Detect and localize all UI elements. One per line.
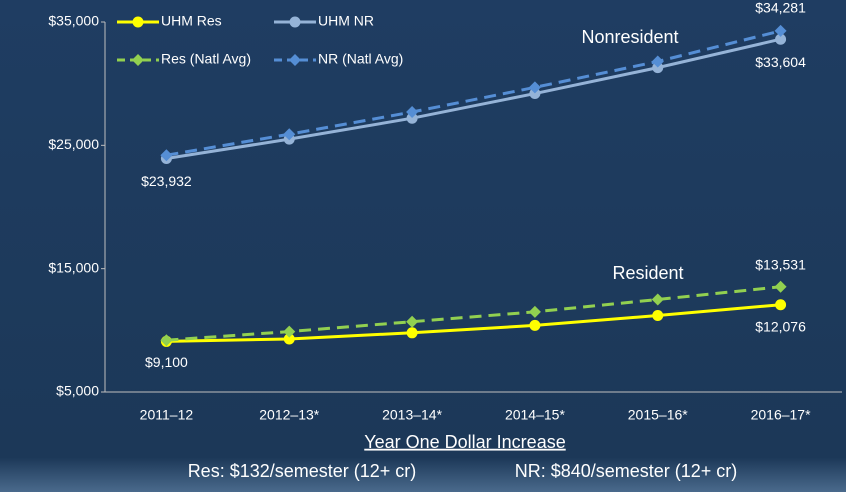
y-tick-label: $15,000 bbox=[48, 259, 99, 275]
data-point bbox=[406, 106, 419, 119]
legend-label: UHM NR bbox=[318, 13, 374, 29]
line bbox=[166, 285, 781, 342]
note: NR: $840/semester (12+ cr) bbox=[515, 461, 738, 481]
note: Res: $132/semester (12+ cr) bbox=[188, 461, 417, 481]
data-label: $12,076 bbox=[755, 318, 806, 334]
data-point bbox=[774, 24, 787, 37]
data-point bbox=[528, 305, 541, 318]
legend-label: NR (Natl Avg) bbox=[318, 51, 403, 67]
data-point bbox=[406, 327, 418, 339]
x-tick-label: 2015–16* bbox=[628, 407, 689, 423]
legend-marker bbox=[132, 54, 144, 66]
data-point bbox=[651, 55, 664, 68]
x-tick-label: 2013–14* bbox=[382, 407, 443, 423]
legend-marker bbox=[132, 16, 144, 28]
data-point bbox=[775, 299, 787, 311]
data-label: $33,604 bbox=[755, 54, 806, 70]
x-tick-label: 2014–15* bbox=[505, 407, 566, 423]
data-point bbox=[160, 149, 173, 162]
data-label: $13,531 bbox=[755, 256, 806, 272]
annotation: Nonresident bbox=[581, 27, 678, 47]
legend-marker bbox=[289, 54, 301, 66]
data-point bbox=[283, 128, 296, 141]
x-tick-label: 2016–17* bbox=[751, 407, 812, 423]
data-point bbox=[529, 88, 541, 100]
data-label: $23,932 bbox=[141, 173, 192, 189]
x-tick-label: 2011–12 bbox=[140, 407, 194, 423]
data-point bbox=[652, 310, 664, 322]
legend-label: Res (Natl Avg) bbox=[161, 51, 251, 67]
data-point bbox=[406, 112, 418, 124]
data-point bbox=[651, 293, 664, 306]
legend-marker bbox=[289, 16, 301, 28]
data-point bbox=[652, 62, 664, 74]
data-point bbox=[529, 319, 541, 331]
y-tick-label: $25,000 bbox=[48, 136, 99, 152]
y-tick-label: $35,000 bbox=[48, 13, 99, 29]
data-point bbox=[406, 315, 419, 328]
data-point bbox=[283, 333, 295, 345]
legend-label: UHM Res bbox=[161, 13, 222, 29]
y-tick-label: $5,000 bbox=[56, 383, 99, 399]
data-point bbox=[528, 81, 541, 94]
data-point bbox=[774, 280, 787, 293]
data-label: $34,281 bbox=[755, 0, 806, 16]
line bbox=[166, 303, 781, 343]
line bbox=[166, 29, 781, 157]
data-point bbox=[775, 33, 787, 45]
data-point bbox=[283, 325, 296, 338]
x-axis-label: Year One Dollar Increase bbox=[364, 432, 565, 452]
annotation: Resident bbox=[612, 263, 683, 283]
x-tick-label: 2012–13* bbox=[259, 407, 320, 423]
line bbox=[166, 37, 781, 160]
data-label: $9,100 bbox=[145, 354, 188, 370]
data-point bbox=[160, 334, 173, 347]
